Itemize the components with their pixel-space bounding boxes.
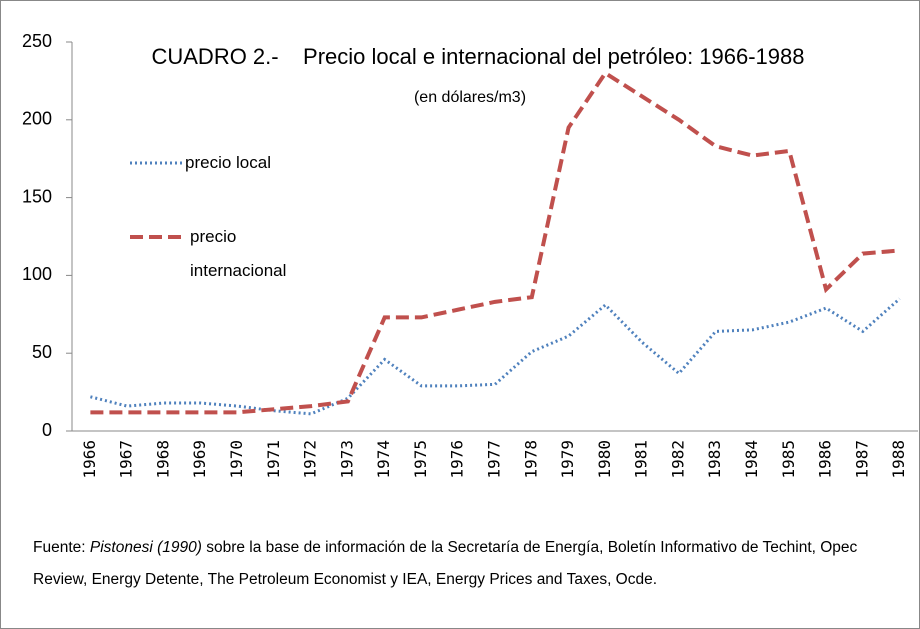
x-tick-label: 1966 [80, 440, 99, 479]
y-tick-label: 100 [22, 264, 52, 284]
x-tick-label: 1986 [816, 440, 835, 479]
x-tick-label: 1988 [889, 440, 908, 479]
x-tick-label: 1976 [448, 440, 467, 479]
y-tick-label: 0 [42, 420, 52, 440]
x-tick-label: 1977 [485, 440, 504, 479]
legend-label: precio local [185, 153, 271, 172]
x-tick-label: 1975 [411, 440, 430, 479]
legend-label: precio internacional [190, 227, 287, 280]
x-tick-label: 1985 [779, 440, 798, 479]
x-tick-label: 1971 [264, 440, 283, 479]
source-text: sobre la base de información de la Secre… [33, 539, 858, 588]
x-tick-label: 1983 [705, 440, 724, 479]
source-author: Pistonesi (1990) [89, 539, 202, 556]
x-tick-label: 1967 [117, 440, 136, 479]
x-tick-label: 1972 [301, 440, 320, 479]
y-tick-label: 50 [32, 342, 52, 362]
x-tick-label: 1979 [558, 440, 577, 479]
chart-subtitle: (en dólares/m3) [414, 89, 526, 106]
x-tick-label: 1980 [595, 440, 614, 479]
x-tick-label: 1969 [190, 440, 209, 479]
series-line [90, 70, 900, 415]
y-tick-label: 200 [22, 109, 52, 129]
x-tick-label: 1984 [742, 440, 761, 479]
x-tick-label: 1968 [153, 440, 172, 479]
y-tick-label: 150 [22, 186, 52, 206]
x-tick-label: 1978 [521, 440, 540, 479]
series-line [90, 297, 901, 416]
x-tick-label: 1970 [227, 440, 246, 479]
chart-title: CUADRO 2.- Precio local e internacional … [151, 44, 804, 69]
x-tick-label: 1982 [668, 440, 687, 479]
x-tick-label: 1987 [852, 440, 871, 479]
source-note: Fuente: Pistonesi (1990) sobre la base d… [33, 532, 913, 596]
y-tick-label: 250 [22, 31, 52, 51]
x-tick-label: 1973 [337, 440, 356, 479]
source-prefix: Fuente: [33, 539, 86, 556]
x-tick-label: 1974 [374, 440, 393, 479]
x-tick-label: 1981 [632, 440, 651, 479]
